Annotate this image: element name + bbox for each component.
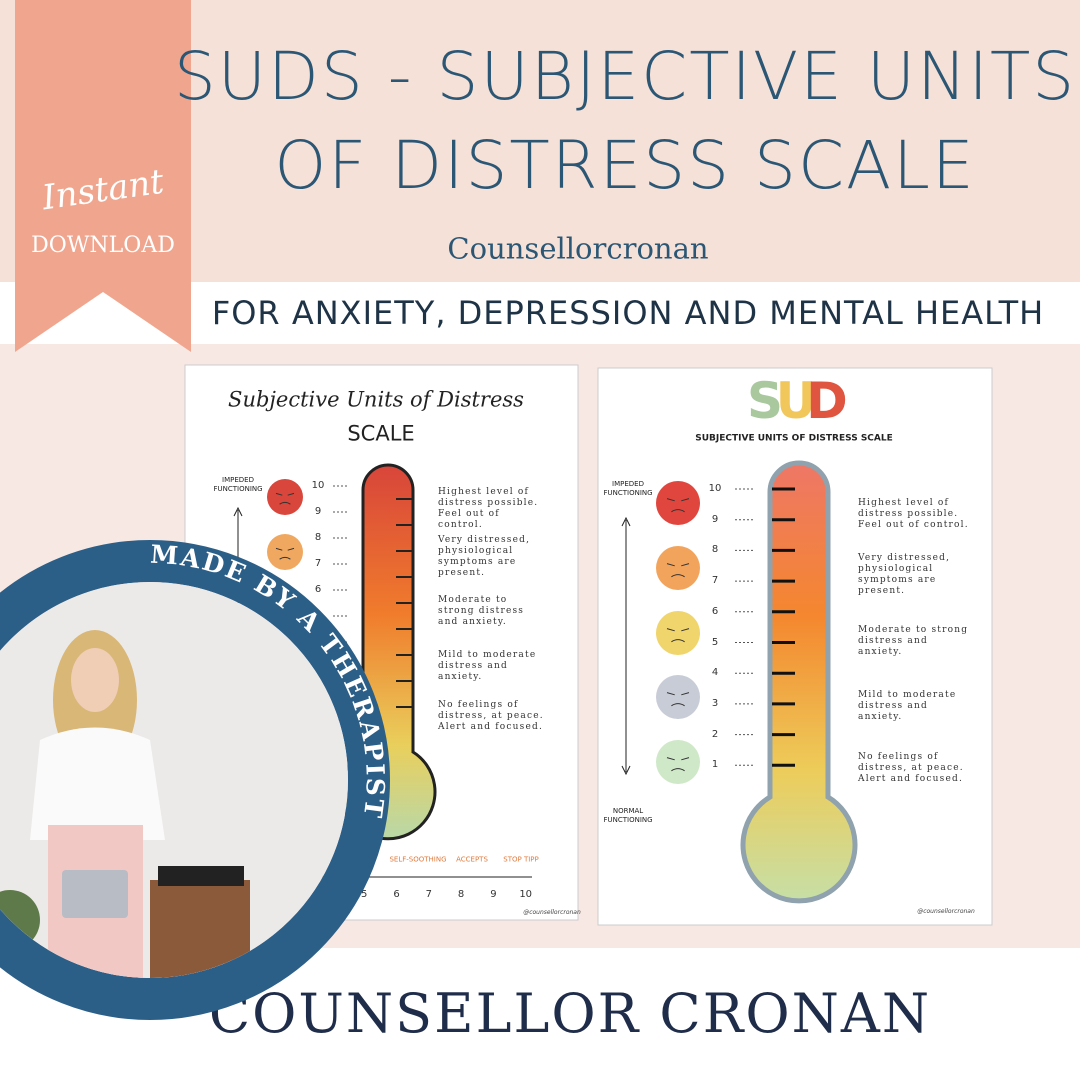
scale-number: 8: [314, 532, 322, 543]
description: Very distressed, physiological symptoms …: [438, 535, 531, 578]
description: No feelings of distress, at peace. Alert…: [858, 752, 964, 784]
skill-label: STOP TIPP: [503, 855, 539, 864]
badge-ring: [0, 540, 390, 1020]
logo-letter: U: [775, 372, 817, 430]
face-eye: [681, 692, 690, 696]
sheet-subtitle: SUBJECTIVE UNITS OF DISTRESS SCALE: [695, 433, 893, 444]
bottom-label: NORMAL FUNCTIONING: [603, 807, 653, 824]
description: Moderate to strong distress and anxiety.: [438, 595, 525, 627]
right-thermometer: [740, 460, 858, 904]
axis-number: 10: [519, 889, 533, 900]
photo: [0, 582, 348, 978]
scale-number: 2: [711, 728, 719, 740]
skill-label: SELF-SOOTHING: [389, 855, 447, 864]
face-eye: [275, 547, 283, 551]
face-mouth: [279, 556, 291, 560]
face-eye: [681, 563, 690, 567]
scale-number: 6: [711, 605, 719, 617]
footer: COUNSELLOR CRONAN: [208, 982, 932, 1045]
face: [656, 611, 700, 655]
description: Mild to moderate distress and anxiety.: [858, 690, 957, 722]
face-eye: [666, 628, 675, 632]
face-eye: [681, 757, 690, 761]
scale-number: 10: [311, 480, 325, 491]
description: Highest level of distress possible. Feel…: [858, 498, 969, 530]
scale-number: 4: [711, 667, 719, 679]
face-eye: [666, 692, 675, 696]
scale-number: 7: [711, 575, 719, 587]
face-mouth: [671, 768, 685, 772]
arrow-head: [621, 765, 631, 776]
title-line: SUDS - SUBJECTIVE UNITS: [173, 38, 1077, 115]
title-line: OF DISTRESS SCALE: [274, 127, 976, 204]
description: No feelings of distress, at peace. Alert…: [438, 700, 544, 732]
face-eye: [681, 628, 690, 632]
face: [267, 534, 303, 570]
top-label: IMPEDED FUNCTIONING: [213, 476, 263, 493]
ribbon-label: DOWNLOAD: [31, 233, 175, 258]
axis-number: 9: [490, 889, 497, 900]
face-mouth: [671, 574, 685, 578]
scale-number: 5: [711, 636, 719, 648]
axis-number: 5: [361, 889, 368, 900]
description: Mild to moderate distress and anxiety.: [438, 650, 537, 682]
axis-number: 7: [425, 889, 432, 900]
description: Moderate to strong distress and anxiety.: [858, 625, 969, 657]
banner: FOR ANXIETY, DEPRESSION AND MENTAL HEALT…: [211, 294, 1045, 332]
logo-letter: D: [806, 372, 848, 430]
scale-number: 1: [711, 759, 719, 771]
sheet-footer: @counsellorcronan: [917, 908, 975, 915]
face-mouth: [671, 509, 685, 513]
sheet-title: SCALE: [347, 421, 415, 446]
description: Highest level of distress possible. Feel…: [438, 487, 539, 530]
face: [267, 479, 303, 515]
face: [656, 546, 700, 590]
skill-label: ACCEPTS: [456, 855, 488, 864]
ribbon: [15, 0, 191, 352]
scale-number: 9: [314, 506, 322, 517]
scale-number: 7: [314, 558, 322, 569]
scale-number: 9: [711, 513, 719, 525]
face-eye: [287, 547, 295, 551]
top-label: IMPEDED FUNCTIONING: [603, 480, 653, 497]
description: Very distressed, physiological symptoms …: [858, 553, 951, 596]
arrow-head: [233, 506, 243, 517]
face: [656, 675, 700, 719]
face-eye: [275, 492, 283, 496]
axis-number: 6: [393, 889, 400, 900]
face-eye: [681, 498, 690, 502]
brand: Counsellorcronan: [447, 231, 709, 266]
face: [656, 740, 700, 784]
scale-number: 8: [711, 544, 719, 556]
face-eye: [666, 498, 675, 502]
face-eye: [287, 492, 295, 496]
scale-number: 6: [314, 584, 322, 595]
scale-number: 10: [708, 483, 722, 494]
axis-number: 8: [457, 889, 465, 900]
face: [656, 481, 700, 525]
face-eye: [666, 563, 675, 567]
face-mouth: [671, 703, 685, 707]
logo-letter: S: [746, 372, 784, 430]
sheet-script-title: Subjective Units of Distress: [228, 387, 524, 412]
face-mouth: [671, 639, 685, 643]
face-mouth: [279, 501, 291, 505]
sheet-footer: @counsellorcronan: [523, 909, 581, 916]
arrow-head: [621, 516, 631, 527]
face-eye: [666, 757, 675, 761]
scale-number: 3: [711, 697, 719, 709]
